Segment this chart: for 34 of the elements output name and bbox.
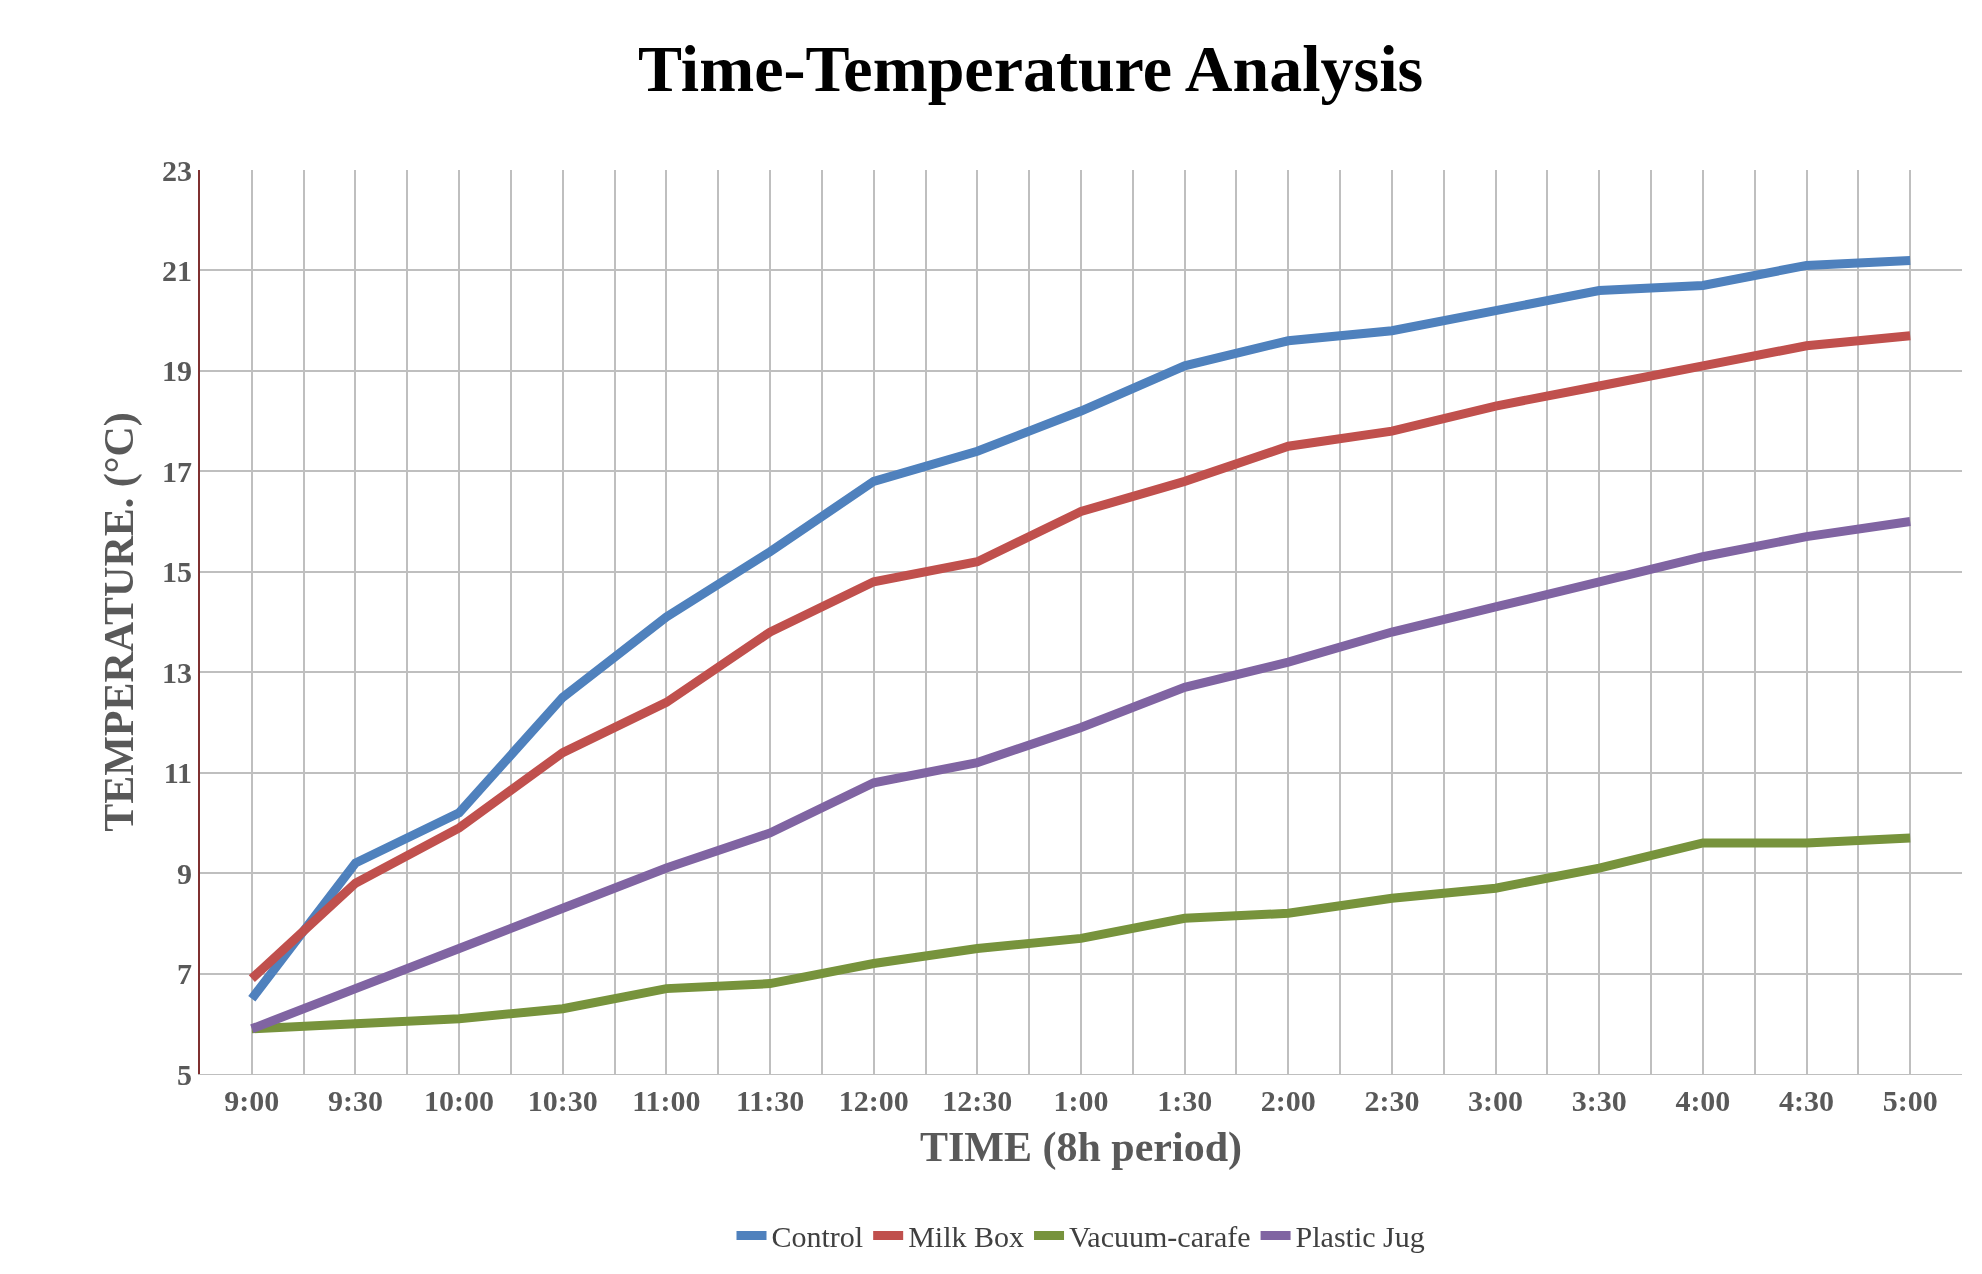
chart-title: Time-Temperature Analysis	[637, 31, 1424, 105]
x-tick-label: 5:00	[1882, 1084, 1938, 1117]
legend-label: Milk Box	[908, 1220, 1025, 1254]
y-axis-title: TEMPERATURE. (°C)	[96, 412, 144, 832]
x-tick-label: 1:00	[1053, 1084, 1109, 1117]
x-tick-label: 10:00	[424, 1084, 495, 1117]
x-tick-label: 12:00	[838, 1084, 909, 1117]
x-tick-label: 10:30	[527, 1084, 598, 1117]
legend-label: Vacuum-carafe	[1069, 1220, 1251, 1254]
x-tick-label: 3:00	[1468, 1084, 1524, 1117]
y-tick-label: 17	[162, 454, 192, 488]
y-tick-label: 5	[177, 1057, 192, 1091]
y-tick-label: 23	[162, 153, 192, 187]
legend-label: Control	[771, 1220, 864, 1254]
y-tick-label: 21	[162, 253, 192, 287]
y-tick-label: 19	[162, 354, 192, 388]
x-tick-label: 4:00	[1675, 1084, 1731, 1117]
y-tick-label: 13	[162, 655, 192, 689]
x-tick-label: 9:00	[224, 1084, 280, 1117]
x-tick-label: 11:30	[735, 1084, 805, 1117]
x-tick-label: 3:30	[1571, 1084, 1627, 1117]
legend-label: Plastic Jug	[1295, 1220, 1425, 1254]
x-tick-label: 2:00	[1260, 1084, 1316, 1117]
x-tick-label: 12:30	[942, 1084, 1013, 1117]
x-axis-title: TIME (8h period)	[919, 1123, 1243, 1171]
x-tick-label: 9:30	[327, 1084, 383, 1117]
x-tick-label: 4:30	[1779, 1084, 1835, 1117]
x-tick-label: 11:00	[632, 1084, 701, 1117]
x-tick-label: 2:30	[1364, 1084, 1420, 1117]
x-tick-label: 1:30	[1157, 1084, 1213, 1117]
y-tick-label: 7	[177, 957, 192, 991]
y-tick-label: 11	[163, 756, 192, 790]
y-tick-label: 9	[177, 856, 192, 890]
y-tick-label: 15	[162, 555, 192, 589]
